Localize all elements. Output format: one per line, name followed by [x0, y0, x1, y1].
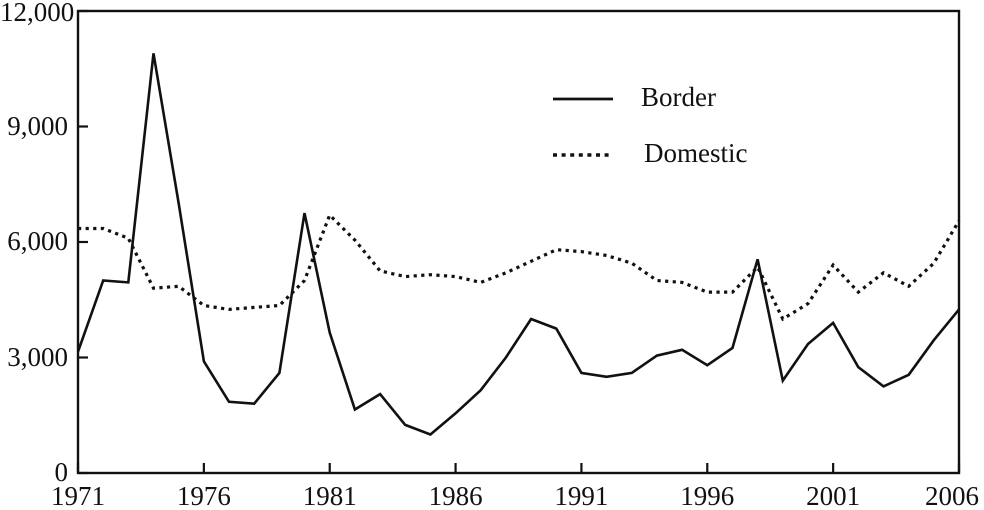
- border-legend-line: [552, 91, 614, 109]
- x-tick-label: 1976: [176, 481, 231, 510]
- domestic-legend-line: [552, 147, 614, 165]
- border-series-line: [76, 53, 961, 436]
- domestic-series-line: [78, 212, 961, 322]
- x-tick-label: 2006: [925, 481, 979, 510]
- x-tick-label: 1986: [428, 481, 483, 510]
- legend-label-border: Border: [641, 82, 716, 112]
- x-tick-label: 1991: [554, 481, 609, 510]
- x-tick-label: 1971: [51, 481, 105, 510]
- x-tick-label: 1981: [302, 481, 357, 510]
- x-tick-label: 1996: [680, 481, 735, 510]
- y-tick-label: 3,000: [7, 341, 68, 372]
- y-tick-label: 6,000: [7, 226, 68, 256]
- plot-border: [76, 9, 961, 475]
- y-tick-label: 9,000: [7, 110, 68, 141]
- y-tick-label: 12,000: [0, 0, 75, 27]
- x-tick-label: 2001: [806, 481, 861, 510]
- legend-label-domestic: Domestic: [644, 138, 748, 168]
- y-tick-label: 0: [54, 457, 69, 487]
